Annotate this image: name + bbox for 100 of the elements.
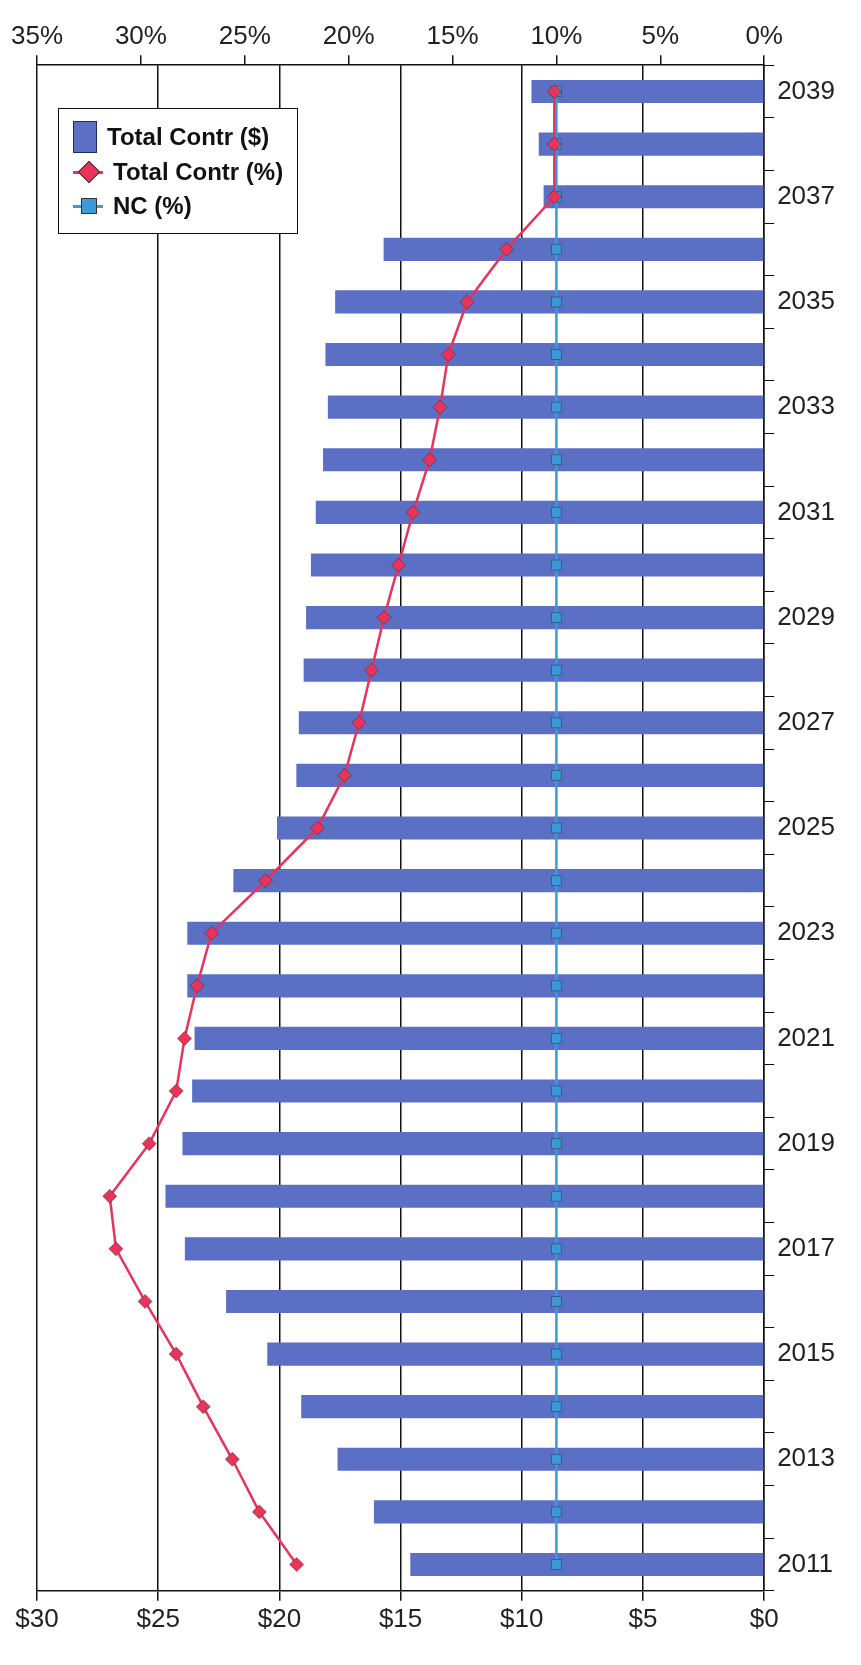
point bbox=[177, 1031, 192, 1046]
point bbox=[391, 557, 406, 573]
x-tick-label: $10 bbox=[500, 1602, 544, 1633]
point bbox=[441, 347, 456, 362]
point bbox=[459, 294, 475, 310]
x-tick-label: $0 bbox=[749, 1602, 779, 1633]
point bbox=[195, 1399, 211, 1414]
point bbox=[551, 507, 562, 518]
x-tick-label: $5 bbox=[628, 1602, 658, 1633]
bar bbox=[383, 237, 764, 261]
point bbox=[137, 1294, 153, 1309]
point bbox=[189, 978, 205, 994]
x2-tick-label: 35% bbox=[11, 19, 64, 50]
x2-tick-label: 5% bbox=[641, 19, 680, 50]
bar bbox=[226, 1289, 764, 1314]
bar bbox=[182, 1132, 764, 1156]
point bbox=[258, 873, 273, 888]
legend-label: NC (%) bbox=[113, 192, 192, 220]
point bbox=[364, 662, 379, 678]
bar bbox=[296, 763, 764, 787]
x2-tick-label: 15% bbox=[426, 19, 479, 50]
point bbox=[547, 136, 562, 152]
point bbox=[551, 612, 562, 623]
y-tick-label: 2029 bbox=[777, 600, 835, 631]
bar bbox=[194, 1026, 764, 1050]
y-tick-label: 2039 bbox=[777, 74, 835, 105]
x-tick-label: $15 bbox=[378, 1602, 423, 1633]
point bbox=[547, 84, 562, 99]
y-tick-label: 2033 bbox=[777, 390, 835, 421]
x2-tick-label: 20% bbox=[322, 19, 375, 50]
y-tick-label: 2027 bbox=[777, 705, 835, 736]
bar bbox=[373, 1500, 764, 1524]
point bbox=[551, 1401, 562, 1412]
point bbox=[337, 768, 352, 783]
point bbox=[551, 875, 562, 886]
bar bbox=[192, 1079, 764, 1103]
point bbox=[551, 770, 562, 781]
point bbox=[551, 717, 562, 728]
x-tick-label: $20 bbox=[257, 1602, 302, 1633]
y-tick-label: 2011 bbox=[777, 1547, 834, 1578]
point bbox=[499, 242, 514, 257]
bar bbox=[543, 185, 764, 209]
y-tick-label: 2037 bbox=[777, 179, 835, 210]
point bbox=[551, 1506, 562, 1518]
bar bbox=[306, 606, 764, 630]
bar bbox=[315, 500, 764, 524]
bar bbox=[323, 448, 764, 472]
bar bbox=[335, 290, 764, 314]
point bbox=[551, 980, 562, 992]
point bbox=[551, 296, 562, 308]
bar bbox=[298, 711, 764, 735]
point bbox=[168, 1083, 184, 1099]
bar bbox=[531, 79, 764, 104]
bar bbox=[301, 1395, 764, 1419]
bar bbox=[538, 132, 764, 156]
bar bbox=[310, 553, 764, 577]
legend-label: Total Contr ($) bbox=[107, 123, 270, 151]
y-tick-label: 2035 bbox=[777, 285, 835, 316]
x2-tick-label: 25% bbox=[218, 19, 271, 50]
x2-tick-label: 30% bbox=[114, 19, 167, 50]
y-tick-label: 2031 bbox=[777, 495, 835, 526]
bar bbox=[184, 1237, 764, 1261]
point bbox=[252, 1504, 267, 1520]
point bbox=[376, 610, 392, 625]
bar bbox=[410, 1552, 764, 1577]
point bbox=[551, 1559, 562, 1570]
x2-tick-label: 0% bbox=[745, 19, 783, 50]
point bbox=[551, 1296, 562, 1307]
point bbox=[422, 452, 437, 467]
point bbox=[432, 399, 448, 415]
bar bbox=[233, 869, 764, 893]
bar bbox=[276, 816, 764, 840]
point bbox=[551, 1085, 562, 1097]
bar bbox=[187, 974, 764, 998]
point bbox=[551, 454, 562, 465]
legend-label: Total Contr (%) bbox=[113, 158, 284, 186]
point bbox=[551, 1243, 562, 1255]
point bbox=[551, 401, 562, 413]
point bbox=[168, 1346, 184, 1362]
bar bbox=[327, 395, 764, 419]
bar bbox=[267, 1342, 764, 1366]
bar bbox=[337, 1447, 764, 1471]
point bbox=[204, 925, 219, 941]
point bbox=[141, 1136, 157, 1151]
point bbox=[551, 559, 562, 571]
y-tick-label: 2017 bbox=[777, 1232, 835, 1263]
point bbox=[551, 349, 562, 360]
y-tick-label: 2019 bbox=[777, 1126, 835, 1157]
y-tick-label: 2025 bbox=[777, 811, 835, 842]
point bbox=[551, 822, 562, 834]
y-tick-label: 2013 bbox=[777, 1442, 835, 1473]
point bbox=[551, 1454, 562, 1465]
bar bbox=[187, 921, 764, 945]
point bbox=[551, 1191, 562, 1202]
point bbox=[551, 1138, 562, 1149]
y-tick-label: 2023 bbox=[777, 916, 835, 947]
point bbox=[289, 1557, 304, 1572]
y-tick-label: 2021 bbox=[777, 1021, 835, 1052]
bar bbox=[303, 658, 764, 682]
point bbox=[102, 1189, 117, 1204]
